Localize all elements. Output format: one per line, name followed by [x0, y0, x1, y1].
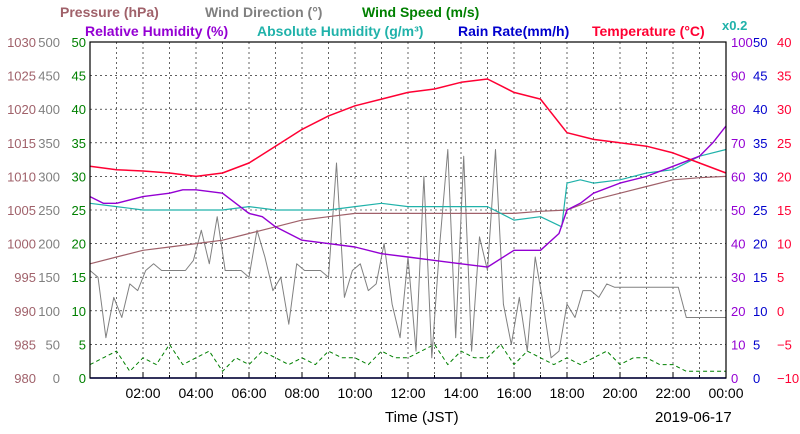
y-tick-label-pressure: 1000 [7, 237, 36, 252]
y-tick-label-wind_dir: 350 [38, 136, 60, 151]
series-line-wind_speed [89, 343, 726, 372]
y-tick-label-pressure: 1020 [7, 102, 36, 117]
y-tick-label-wind_speed: 15 [72, 270, 86, 285]
y-tick-label-rh: 30 [731, 270, 745, 285]
y-tick-label-pressure: 980 [14, 371, 36, 386]
x-tick-label: 20:00 [602, 385, 637, 401]
y-tick-label-wind_dir: 500 [38, 35, 60, 50]
x-tick-label: 00:00 [708, 385, 743, 401]
right-axes: 0102030405060708090100051015202530354045… [731, 35, 799, 386]
legend: Pressure (hPa) Wind Direction (°) Wind S… [60, 4, 747, 39]
left-axes: 9809859909951000100510101015102010251030… [7, 35, 86, 386]
y-tick-label-rain: 0 [753, 371, 760, 386]
y-tick-label-wind_speed: 25 [72, 203, 86, 218]
y-tick-label-pressure: 1005 [7, 203, 36, 218]
y-tick-label-rain: 15 [753, 270, 767, 285]
y-tick-label-rain: 35 [753, 136, 767, 151]
y-tick-label-wind_dir: 100 [38, 304, 60, 319]
legend-temperature: Temperature (°C) [592, 23, 705, 39]
series-line-ah [89, 148, 727, 228]
y-tick-label-wind_dir: 50 [46, 337, 60, 352]
y-tick-label-rh: 100 [731, 35, 753, 50]
series-line-pressure [89, 175, 727, 265]
legend-rain-rate: Rain Rate(mm/h) [458, 23, 569, 39]
y-tick-label-wind_speed: 0 [79, 371, 86, 386]
y-tick-label-temp: 20 [777, 169, 791, 184]
legend-wind-speed: Wind Speed (m/s) [362, 4, 479, 20]
y-tick-label-wind_speed: 35 [72, 136, 86, 151]
plot-frame [89, 41, 727, 379]
y-tick-label-rh: 80 [731, 102, 745, 117]
y-tick-label-temp: 0 [777, 304, 784, 319]
legend-pressure: Pressure (hPa) [60, 4, 159, 20]
y-tick-label-wind_dir: 250 [38, 203, 60, 218]
x-axis-date: 2019-06-17 [655, 409, 732, 426]
x-tick-label: 12:00 [390, 385, 425, 401]
x-tick-label: 18:00 [549, 385, 584, 401]
legend-relative-humidity: Relative Humidity (%) [85, 23, 228, 39]
y-tick-label-rain: 30 [753, 169, 767, 184]
y-tick-label-wind_speed: 30 [72, 169, 86, 184]
x-tick-label: 02:00 [125, 385, 160, 401]
y-tick-label-temp: 15 [777, 203, 791, 218]
y-tick-label-rain: 25 [753, 203, 767, 218]
x-tick-label: 04:00 [178, 385, 213, 401]
y-tick-label-rh: 40 [731, 237, 745, 252]
y-tick-label-rh: 50 [731, 203, 745, 218]
x-tick-label: 22:00 [655, 385, 690, 401]
y-tick-label-wind_speed: 5 [79, 337, 86, 352]
y-tick-label-wind_speed: 45 [72, 69, 86, 84]
y-tick-label-rh: 10 [731, 337, 745, 352]
legend-absolute-humidity: Absolute Humidity (g/m³) [257, 23, 423, 39]
y-tick-label-rain: 50 [753, 35, 767, 50]
x-tick-label: 06:00 [231, 385, 266, 401]
y-tick-label-temp: 30 [777, 102, 791, 117]
y-tick-label-rh: 90 [731, 69, 745, 84]
x-tick-label: 08:00 [284, 385, 319, 401]
y-tick-label-temp: 25 [777, 136, 791, 151]
y-tick-label-pressure: 1030 [7, 35, 36, 50]
x-axis-label: Time (JST) [385, 409, 459, 426]
y-tick-label-temp: −10 [777, 371, 799, 386]
y-tick-label-temp: −5 [777, 337, 792, 352]
y-tick-label-pressure: 1015 [7, 136, 36, 151]
y-tick-label-wind_speed: 40 [72, 102, 86, 117]
y-tick-label-pressure: 1025 [7, 69, 36, 84]
y-tick-label-rain: 45 [753, 69, 767, 84]
y-tick-label-pressure: 1010 [7, 169, 36, 184]
y-tick-label-rh: 60 [731, 169, 745, 184]
x-tick-label: 10:00 [337, 385, 372, 401]
legend-wind-direction: Wind Direction (°) [205, 4, 322, 20]
y-tick-label-wind_speed: 50 [72, 35, 86, 50]
y-tick-label-rain: 20 [753, 237, 767, 252]
y-tick-label-wind_dir: 0 [53, 371, 60, 386]
y-tick-label-temp: 40 [777, 35, 791, 50]
y-tick-label-wind_dir: 450 [38, 69, 60, 84]
y-tick-label-pressure: 995 [14, 270, 36, 285]
y-tick-label-rh: 70 [731, 136, 745, 151]
y-tick-label-wind_dir: 200 [38, 237, 60, 252]
y-tick-label-rh: 0 [731, 371, 738, 386]
y-tick-label-pressure: 985 [14, 337, 36, 352]
y-tick-label-wind_dir: 150 [38, 270, 60, 285]
y-tick-label-pressure: 990 [14, 304, 36, 319]
y-tick-label-wind_dir: 400 [38, 102, 60, 117]
y-tick-label-temp: 35 [777, 69, 791, 84]
y-tick-label-temp: 10 [777, 237, 791, 252]
series-line-rh [89, 125, 727, 268]
x-tick-label: 16:00 [496, 385, 531, 401]
y-tick-label-rain: 10 [753, 304, 767, 319]
y-tick-label-wind_speed: 10 [72, 304, 86, 319]
y-tick-label-rh: 20 [731, 304, 745, 319]
legend-ah-scale: x0.2 [722, 18, 747, 33]
series-line-temp [89, 78, 727, 178]
y-tick-label-wind_speed: 20 [72, 237, 86, 252]
y-tick-label-rain: 40 [753, 102, 767, 117]
y-tick-label-temp: 5 [777, 270, 784, 285]
x-tick-label: 14:00 [443, 385, 478, 401]
y-tick-label-rain: 5 [753, 337, 760, 352]
x-axis: 02:00 04:00 06:00 08:00 10:00 12:00 14:00 16:00… [116, 372, 744, 401]
y-tick-label-wind_dir: 300 [38, 169, 60, 184]
